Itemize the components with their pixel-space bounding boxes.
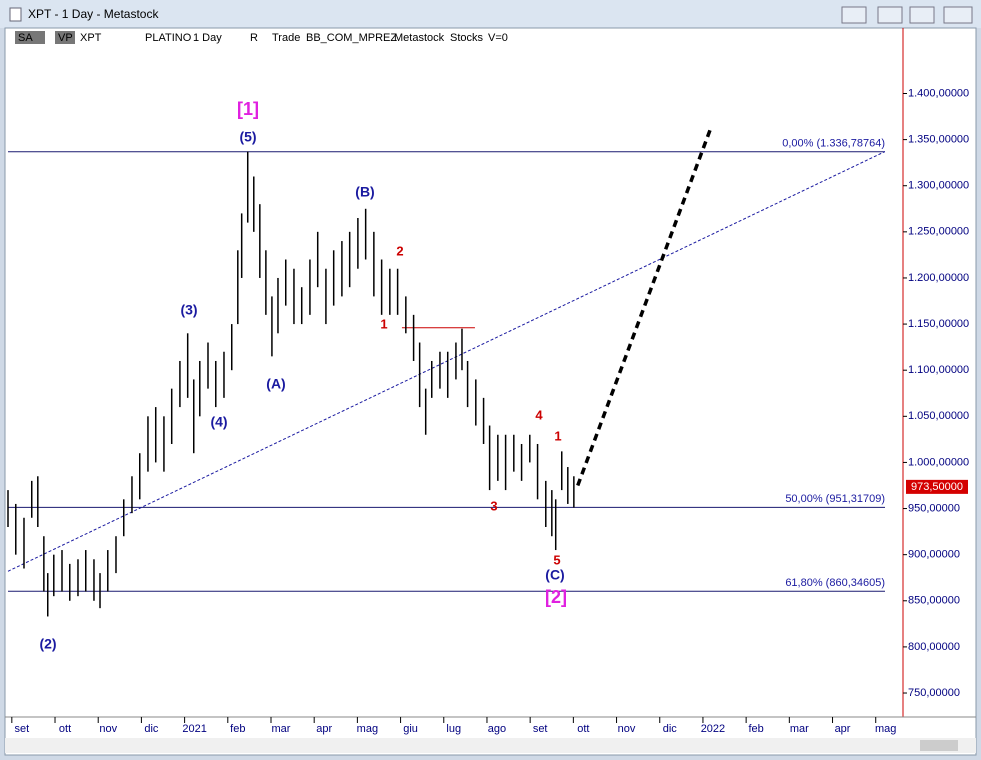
y-tick-label: 1.400,00000 bbox=[908, 87, 969, 99]
toolbar-item: VP bbox=[58, 32, 73, 44]
button[interactable] bbox=[943, 6, 973, 24]
x-tick-label: feb bbox=[230, 723, 245, 735]
scrollbar[interactable] bbox=[5, 738, 976, 753]
window-buttons[interactable] bbox=[841, 6, 973, 24]
button[interactable] bbox=[841, 6, 867, 24]
x-tick-label: apr bbox=[316, 723, 332, 735]
last-price-label: 973,50000 bbox=[911, 481, 963, 493]
x-tick-label: ago bbox=[488, 723, 506, 735]
y-tick-label: 1.150,00000 bbox=[908, 318, 969, 330]
toolbar-item: XPT bbox=[80, 32, 102, 44]
y-tick-label: 1.000,00000 bbox=[908, 456, 969, 468]
wave-label: 5 bbox=[553, 552, 560, 567]
toolbar-item: BB_COM_MPREZ bbox=[306, 32, 397, 44]
x-tick-label: set bbox=[14, 723, 29, 735]
wave-label: 2 bbox=[396, 243, 403, 258]
wave-label: (2) bbox=[39, 636, 56, 652]
x-tick-label: mar bbox=[272, 723, 291, 735]
x-tick-label: ott bbox=[59, 723, 71, 735]
wave-label: 4 bbox=[535, 407, 543, 422]
y-tick-label: 1.050,00000 bbox=[908, 410, 969, 422]
x-tick-label: dic bbox=[144, 723, 159, 735]
toolbar-item: Stocks bbox=[450, 32, 484, 44]
x-tick-label: nov bbox=[618, 723, 636, 735]
wave-label: (5) bbox=[239, 129, 256, 145]
x-tick-label: ott bbox=[577, 723, 589, 735]
button[interactable] bbox=[877, 6, 903, 24]
toolbar-item: SA bbox=[18, 32, 33, 44]
toolbar-item: PLATINO bbox=[145, 32, 192, 44]
x-tick-label: giu bbox=[403, 723, 418, 735]
trend-line bbox=[7, 151, 886, 572]
wave-label: (4) bbox=[210, 414, 227, 430]
wave-label: 1 bbox=[554, 428, 561, 443]
x-tick-label: set bbox=[533, 723, 548, 735]
last-price-box bbox=[906, 479, 968, 494]
x-tick-label: apr bbox=[835, 723, 851, 735]
x-tick-label: mag bbox=[357, 723, 378, 735]
app-icon bbox=[9, 7, 22, 22]
toolbar-button bbox=[15, 31, 45, 44]
y-tick-label: 1.300,00000 bbox=[908, 180, 969, 192]
wave-label: (A) bbox=[266, 376, 285, 392]
button[interactable] bbox=[909, 6, 935, 24]
wave-label: [1] bbox=[237, 99, 259, 119]
toolbar-item: Trade bbox=[272, 32, 300, 44]
window-title: XPT - 1 Day - Metastock bbox=[28, 7, 159, 21]
y-tick-label: 1.250,00000 bbox=[908, 226, 969, 238]
toolbar-button bbox=[55, 31, 75, 44]
plot: 750,00000 800,00000 850,00000 900,00000 950,… bbox=[7, 87, 969, 735]
toolbar-item: V=0 bbox=[488, 32, 508, 44]
y-tick-label: 900,00000 bbox=[908, 549, 960, 561]
wave-label: 3 bbox=[490, 498, 497, 513]
wave-label: (3) bbox=[180, 302, 197, 318]
x-tick-label: 2021 bbox=[182, 723, 206, 735]
y-tick-label: 1.100,00000 bbox=[908, 364, 969, 376]
wave-label: 1 bbox=[380, 316, 387, 331]
fib-label: 50,00% (951,31709) bbox=[785, 493, 885, 505]
y-tick-label: 1.350,00000 bbox=[908, 134, 969, 146]
x-tick-label: mar bbox=[790, 723, 809, 735]
fib-label: 61,80% (860,34605) bbox=[785, 577, 885, 589]
title-bar bbox=[0, 0, 981, 28]
wave-label: [2] bbox=[545, 587, 567, 607]
toolbar: SA VP XPT PLATINO 1 Day R Trade BB_COM_MPREZMet… bbox=[15, 31, 508, 44]
y-tick-label: 1.200,00000 bbox=[908, 272, 969, 284]
wave-label: (C) bbox=[545, 567, 564, 583]
fib-label: 0,00% (1.336,78764) bbox=[782, 138, 885, 150]
x-tick-label: nov bbox=[99, 723, 117, 735]
scroll-thumb[interactable] bbox=[920, 740, 958, 751]
toolbar-item: R bbox=[250, 32, 258, 44]
y-tick-label: 850,00000 bbox=[908, 595, 960, 607]
wave-label: (B) bbox=[355, 184, 374, 200]
x-tick-label: feb bbox=[748, 723, 763, 735]
y-tick-label: 750,00000 bbox=[908, 687, 960, 699]
x-tick-label: 2022 bbox=[701, 723, 725, 735]
toolbar-item: Metastock bbox=[394, 32, 445, 44]
y-tick-label: 800,00000 bbox=[908, 641, 960, 653]
forecast-line bbox=[576, 125, 714, 487]
x-tick-label: dic bbox=[663, 723, 678, 735]
y-tick-label: 950,00000 bbox=[908, 502, 960, 514]
toolbar-item: 1 Day bbox=[193, 32, 222, 44]
chart-frame bbox=[4, 27, 977, 756]
x-tick-label: mag bbox=[875, 723, 896, 735]
x-tick-label: lug bbox=[446, 723, 461, 735]
